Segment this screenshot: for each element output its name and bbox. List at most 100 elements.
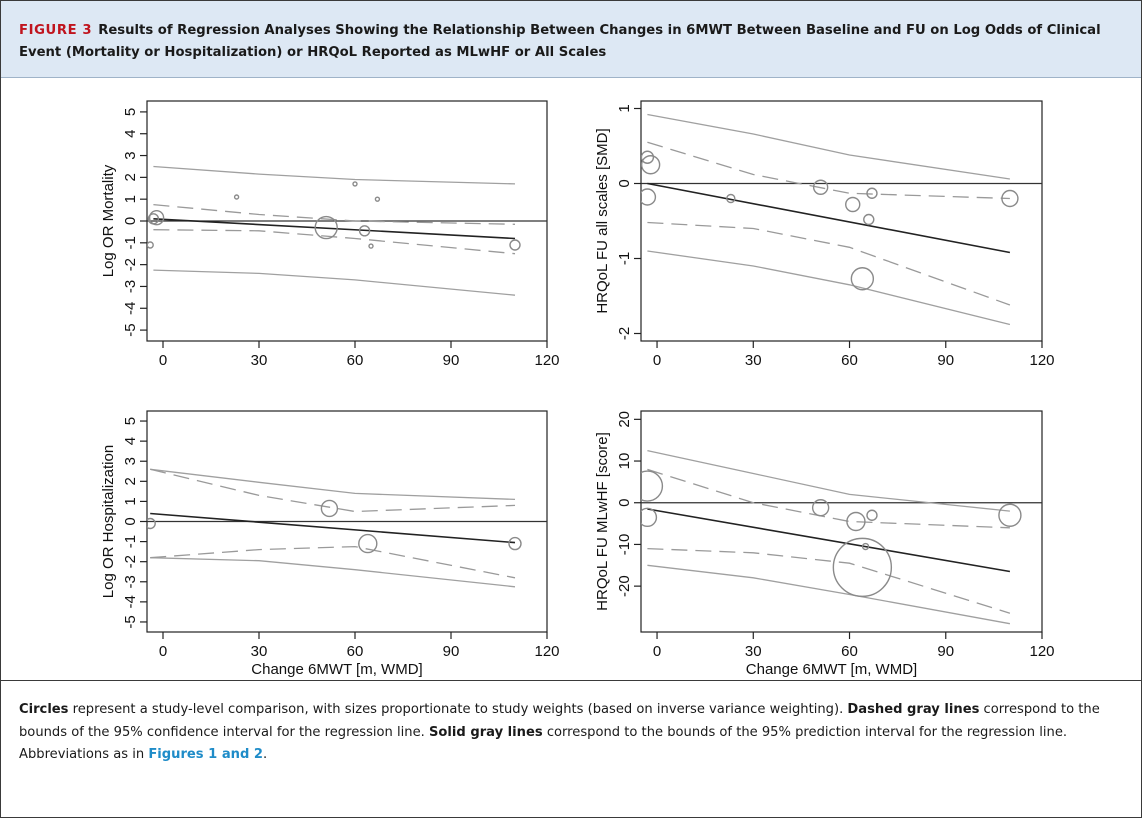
figure-caption: FIGURE 3 Results of Regression Analyses S… xyxy=(19,20,1123,64)
y-tick-label: 1 xyxy=(122,497,139,505)
y-tick-label: 2 xyxy=(122,477,139,485)
prediction-interval-lower xyxy=(647,564,1011,625)
study-circle xyxy=(233,194,240,200)
prediction-interval-lower xyxy=(647,250,1011,326)
confidence-interval-upper xyxy=(150,468,516,513)
x-tick-label: 0 xyxy=(159,352,167,369)
x-tick-label: 0 xyxy=(653,352,661,369)
y-tick-label: 4 xyxy=(122,130,139,138)
y-tick-label: 5 xyxy=(122,108,139,116)
study-circle xyxy=(641,155,661,175)
y-tick-label: -1 xyxy=(122,236,139,249)
footnote-text-3: correspond to the bounds of the 95% pred… xyxy=(19,724,1068,763)
plot-area xyxy=(147,165,547,296)
footnote-dashed-term: Dashed gray lines xyxy=(847,702,980,717)
study-circle xyxy=(314,215,338,240)
y-tick-label: -3 xyxy=(122,575,139,588)
y-axis-title: HRQoL FU all scales [SMD] xyxy=(594,128,611,313)
study-circle xyxy=(368,243,374,249)
y-tick-label: 4 xyxy=(122,437,139,445)
confidence-interval-upper xyxy=(153,203,516,225)
study-circle xyxy=(998,503,1022,527)
study-circle xyxy=(861,542,870,551)
study-circle xyxy=(866,509,878,521)
x-tick-label: 120 xyxy=(1029,352,1054,369)
study-circle xyxy=(845,196,861,213)
x-tick-label: 60 xyxy=(841,352,858,369)
figure-label: FIGURE 3 xyxy=(19,23,93,38)
x-tick-label: 90 xyxy=(443,352,460,369)
study-circle xyxy=(812,179,829,195)
y-tick-label: 0 xyxy=(122,217,139,225)
x-tick-label: 0 xyxy=(159,643,167,660)
y-tick-label: -3 xyxy=(122,280,139,293)
y-tick-label: 10 xyxy=(616,453,633,470)
x-tick-label: 90 xyxy=(937,643,954,660)
prediction-interval-upper xyxy=(153,165,516,185)
y-tick-label: 0 xyxy=(616,499,633,507)
y-tick-label: -2 xyxy=(122,258,139,271)
y-tick-label: -1 xyxy=(122,535,139,548)
confidence-interval-upper xyxy=(647,468,1010,529)
prediction-interval-lower xyxy=(153,269,516,296)
x-tick-label: 90 xyxy=(937,352,954,369)
y-axis-title: Log OR Mortality xyxy=(100,164,117,277)
plot-area xyxy=(147,468,547,588)
study-circle xyxy=(358,533,378,554)
plot-frame xyxy=(640,100,1043,342)
y-tick-label: -5 xyxy=(122,323,139,336)
figures-link[interactable]: Figures 1 and 2 xyxy=(148,747,264,762)
prediction-interval-upper xyxy=(150,468,516,501)
study-circle xyxy=(811,499,830,517)
study-circle xyxy=(508,536,522,551)
plot-area xyxy=(641,113,1042,326)
x-axis-title: Change 6MWT [m, WMD] xyxy=(251,661,422,678)
plot-area xyxy=(641,449,1042,625)
regression-line xyxy=(647,508,1011,573)
study-circle xyxy=(850,267,875,291)
plots-area: 0 30 60 90 120 -5 -4 -3 -2 -1 0 1 2 3 4 5 Log OR Mortali… xyxy=(1,78,1141,681)
confidence-interval-lower xyxy=(150,545,516,579)
study-circle xyxy=(358,225,371,237)
study-circle xyxy=(374,196,381,202)
chart-panel-top-right: 0 30 60 90 120 -2 -1 0 1 HRQoL FU all scales [SMD… xyxy=(594,100,1055,369)
y-tick-label: 0 xyxy=(122,517,139,525)
study-circle xyxy=(846,511,866,532)
study-circle xyxy=(863,213,875,226)
y-tick-label: 1 xyxy=(122,195,139,203)
footnote-text-2: correspond to the bounds of the 95% conf… xyxy=(19,702,1100,740)
prediction-interval-upper xyxy=(647,449,1010,512)
y-tick-label: -2 xyxy=(122,555,139,568)
regression-line xyxy=(647,182,1011,254)
figure-title: Results of Regression Analyses Showing t… xyxy=(19,23,1101,60)
study-circle xyxy=(147,241,154,249)
y-tick-label: 1 xyxy=(616,104,633,112)
footnote-end: . xyxy=(263,747,268,762)
prediction-interval-upper xyxy=(647,113,1010,180)
y-tick-label: 3 xyxy=(122,151,139,159)
chart-panel-bottom-right: 0 30 60 90 120 -20 -10 0 10 20 HRQoL FU MLwHF [sco… xyxy=(594,410,1055,678)
study-circle xyxy=(641,507,658,528)
x-tick-label: 30 xyxy=(745,643,762,660)
study-circle xyxy=(148,210,165,226)
y-tick-label: 20 xyxy=(616,411,633,428)
study-circle xyxy=(1001,189,1019,208)
y-axis-title: Log OR Hospitalization xyxy=(100,445,117,598)
confidence-interval-lower xyxy=(153,229,516,255)
study-circle xyxy=(352,181,358,187)
y-tick-label: -4 xyxy=(122,302,139,315)
study-circle xyxy=(641,150,655,164)
regression-line xyxy=(153,218,516,240)
footnote-solid-term: Solid gray lines xyxy=(428,724,543,740)
x-tick-label: 30 xyxy=(251,352,268,369)
x-tick-label: 60 xyxy=(347,643,364,660)
study-circle xyxy=(866,187,878,199)
x-axis-title: Change 6MWT [m, WMD] xyxy=(746,661,917,678)
x-tick-label: 60 xyxy=(841,643,858,660)
regression-line xyxy=(150,512,516,544)
y-tick-label: -10 xyxy=(616,534,633,556)
x-tick-label: 30 xyxy=(251,643,268,660)
y-tick-label: -20 xyxy=(616,575,633,597)
x-tick-label: 0 xyxy=(653,643,661,660)
